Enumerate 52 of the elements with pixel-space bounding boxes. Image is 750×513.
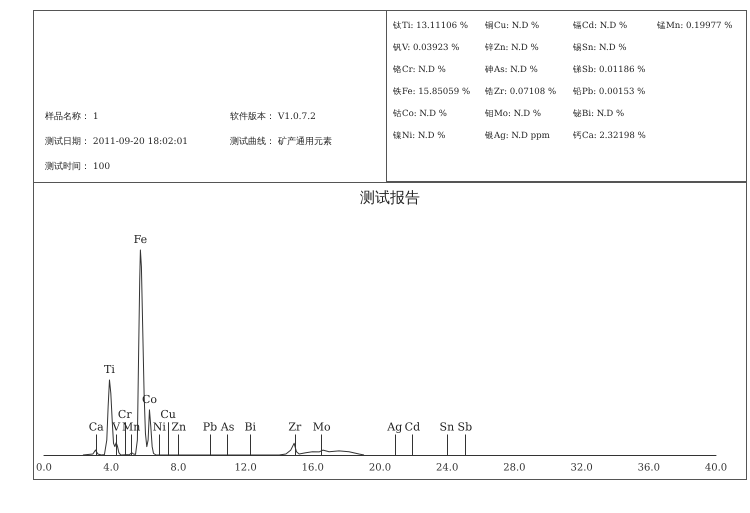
- x-tick-label: 4.0: [103, 462, 120, 474]
- text: 钙Ca: 2.32198 %: [573, 130, 647, 143]
- x-tick-label: 28.0: [503, 462, 526, 474]
- ref-line-label: Cr: [118, 408, 132, 422]
- annotation: Ti: [104, 362, 116, 376]
- text: 软件版本： V1.0.7.2: [230, 110, 317, 123]
- text: 钴Co: N.D %: [393, 108, 448, 121]
- ref-line-label: Cu: [160, 408, 176, 422]
- x-tick-label: 20.0: [368, 462, 392, 474]
- text: 测试曲线： 矿产通用元素: [230, 136, 333, 148]
- x-tick-label: 16.0: [302, 462, 324, 474]
- annotation: Fe: [134, 233, 148, 246]
- ref-line-label: Sb: [458, 420, 472, 434]
- text: 钛Ti: 13.11106 %: [393, 20, 470, 33]
- text: 银Ag: N.D ppm: [485, 130, 551, 143]
- ref-line-label: Zn: [171, 420, 186, 434]
- ref-line-label: Bi: [244, 420, 257, 434]
- ref-line-label: Cd: [404, 420, 420, 434]
- x-tick-label: 36.0: [638, 462, 660, 474]
- ref-line-label: As: [220, 420, 235, 434]
- ref-line-label: Mo: [312, 420, 331, 434]
- text: 铬Cr: N.D %: [393, 64, 447, 77]
- ref-line-label: Ni: [152, 420, 166, 434]
- x-tick-label: 8.0: [170, 462, 186, 474]
- x-tick-label: 12.0: [234, 462, 257, 474]
- text: 铋Bi: N.D %: [573, 108, 626, 121]
- text: 样品名称： 1: [45, 110, 100, 123]
- text: 铁Fe: 15.85059 %: [393, 86, 472, 99]
- x-tick-label: 40.0: [704, 462, 728, 474]
- x-tick-label: 0.0: [36, 462, 52, 474]
- text: 测试日期： 2011-09-20 18:02:01: [45, 136, 190, 148]
- chart-title: 测试报告: [360, 188, 420, 206]
- text: 镍Ni: N.D %: [393, 130, 446, 143]
- text: 砷As: N.D %: [485, 64, 539, 77]
- text: 锡Sn: N.D %: [573, 42, 628, 55]
- ref-line-label: Pb: [202, 420, 218, 434]
- text: 铅Pb: 0.00153 %: [573, 86, 646, 99]
- ref-line-label: Ag: [386, 420, 402, 434]
- text: 锰Mn: 0.19977 %: [657, 20, 734, 33]
- x-tick-label: 32.0: [570, 462, 593, 474]
- text: 镉Cd: N.D %: [573, 20, 628, 33]
- ref-line-label: Sn: [440, 420, 454, 434]
- ref-line-label: Zr: [288, 420, 302, 434]
- text: 锑Sb: 0.01186 %: [573, 64, 646, 77]
- text: 钼Mo: N.D %: [485, 108, 542, 121]
- text: 钒V: 0.03923 %: [393, 42, 460, 55]
- x-tick-label: 24.0: [436, 462, 458, 474]
- ref-line-label: Ca: [88, 420, 104, 434]
- text: 测试时间： 100: [45, 160, 112, 173]
- text: 锆Zr: 0.07108 %: [485, 86, 558, 99]
- text: 锌Zn: N.D %: [485, 42, 540, 55]
- text: 铜Cu: N.D %: [485, 20, 540, 33]
